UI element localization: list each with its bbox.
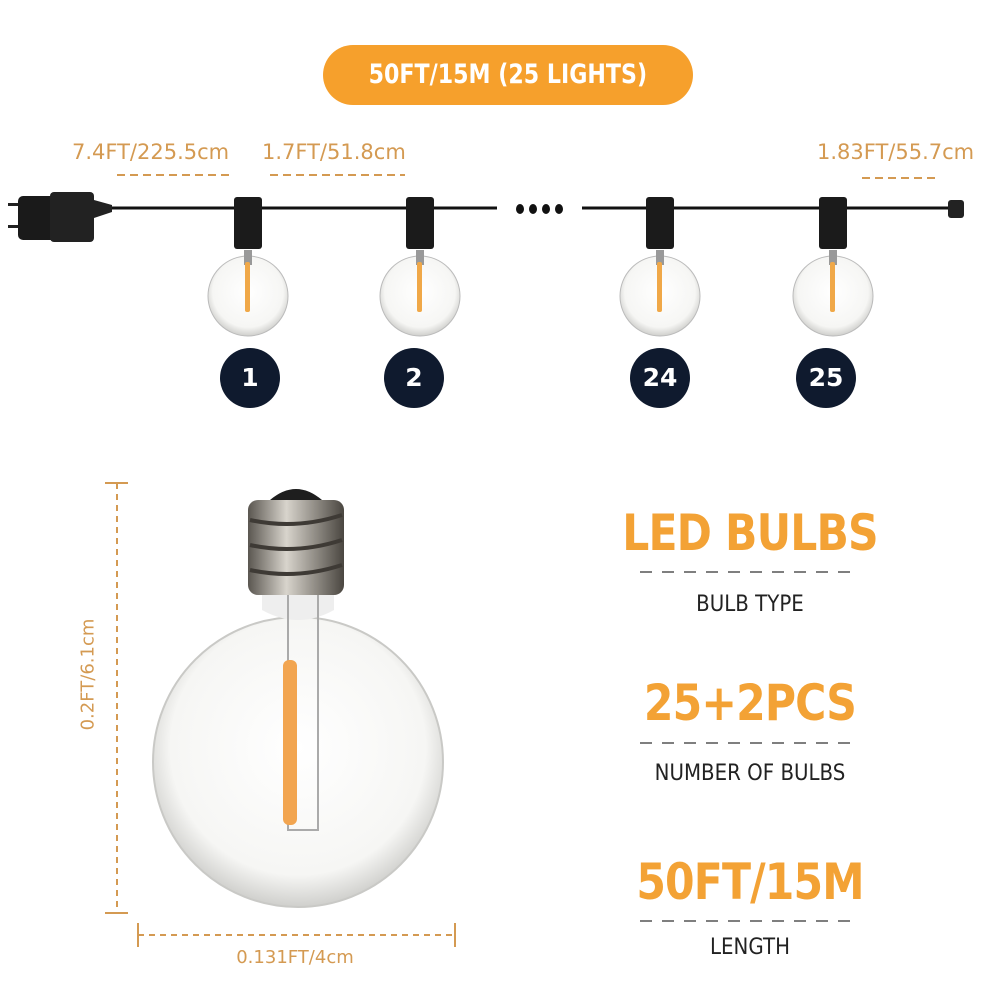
bulb-1 — [207, 197, 289, 337]
height-dimension-label: 0.2FT/6.1cm — [77, 618, 99, 731]
spec-length-label: LENGTH — [710, 935, 790, 960]
spec-count-label: NUMBER OF BULBS — [654, 761, 846, 786]
segment-label-spacing: 1.7FT/51.8cm — [262, 140, 406, 164]
spec-count-value: 25+2PCS — [643, 674, 857, 732]
bulb-number-badge: 24 — [630, 348, 690, 408]
large-bulb-illustration — [152, 489, 444, 908]
bulb-number-badge: 25 — [796, 348, 856, 408]
length-banner: 50FT/15M (25 LIGHTS) — [323, 45, 693, 105]
spec-length-value: 50FT/15M — [636, 853, 864, 911]
bulb-24 — [619, 197, 701, 337]
spec-dividers — [640, 571, 855, 922]
spec-bulb-type-label: BULB TYPE — [696, 592, 804, 617]
segment-label-end: 1.83FT/55.7cm — [817, 140, 975, 164]
segment-dashes — [117, 174, 940, 179]
bulb-number-badge: 1 — [220, 348, 280, 408]
small-bulbs — [207, 197, 874, 337]
segment-label-plug: 7.4FT/225.5cm — [72, 140, 230, 164]
bulb-2 — [379, 197, 461, 337]
end-connector-icon — [948, 200, 964, 218]
bulb-number-badge: 2 — [384, 348, 444, 408]
spec-bulb-type-value: LED BULBS — [622, 504, 878, 562]
plug-icon — [8, 192, 112, 242]
length-banner-text: 50FT/15M (25 LIGHTS) — [368, 59, 648, 90]
dimension-lines — [105, 482, 456, 947]
bulb-25 — [792, 197, 874, 337]
width-dimension-label: 0.131FT/4cm — [236, 947, 354, 968]
